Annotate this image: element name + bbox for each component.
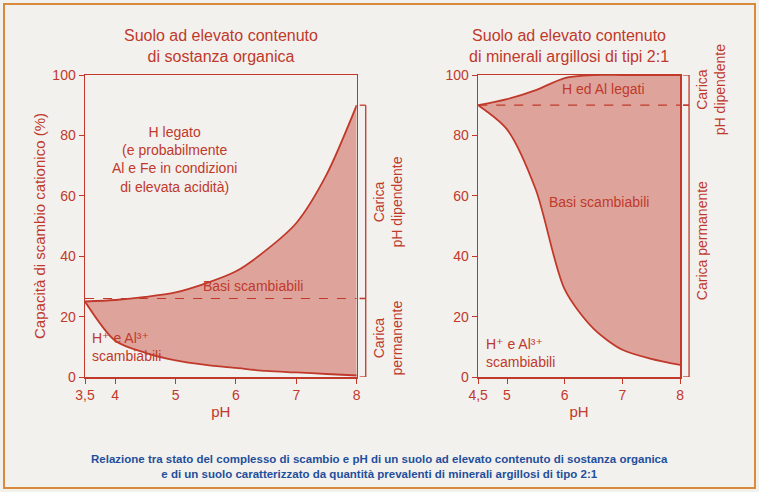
svg-text:Capacità di scambio cationico: Capacità di scambio cationico (%) <box>31 113 48 339</box>
svg-text:7: 7 <box>292 387 300 403</box>
svg-text:7: 7 <box>618 387 626 403</box>
svg-text:Basi scambiabili: Basi scambiabili <box>549 194 649 210</box>
svg-text:Basi scambiabili: Basi scambiabili <box>203 278 303 294</box>
svg-text:6: 6 <box>561 387 569 403</box>
svg-text:Suolo ad elevato contenutodi m: Suolo ad elevato contenutodi minerali ar… <box>469 27 669 65</box>
svg-text:4: 4 <box>111 387 119 403</box>
svg-text:4,5: 4,5 <box>468 387 488 403</box>
svg-text:H legato(e probabilmenteAl e F: H legato(e probabilmenteAl e Fe in condi… <box>112 124 237 195</box>
svg-text:Caricapermanente: Caricapermanente <box>371 301 405 376</box>
svg-text:80: 80 <box>60 127 76 143</box>
svg-text:40: 40 <box>60 248 76 264</box>
svg-text:H⁺ e Al³⁺scambiabili: H⁺ e Al³⁺scambiabili <box>486 336 555 370</box>
svg-text:60: 60 <box>453 188 469 204</box>
svg-text:80: 80 <box>453 127 469 143</box>
svg-text:100: 100 <box>446 67 470 83</box>
svg-text:H⁺ e Al³⁺scambiabili: H⁺ e Al³⁺scambiabili <box>92 330 161 364</box>
svg-text:5: 5 <box>503 387 511 403</box>
svg-text:20: 20 <box>453 309 469 325</box>
svg-text:CaricapH dipendente: CaricapH dipendente <box>371 156 405 247</box>
svg-text:8: 8 <box>353 387 361 403</box>
svg-text:40: 40 <box>453 248 469 264</box>
svg-text:Carica permanente: Carica permanente <box>694 181 710 300</box>
svg-text:CaricapH dipendente: CaricapH dipendente <box>694 44 728 135</box>
svg-text:Relazione tra stato del comple: Relazione tra stato del complesso di sca… <box>91 453 668 480</box>
svg-text:6: 6 <box>232 387 240 403</box>
svg-text:0: 0 <box>68 369 76 385</box>
svg-text:100: 100 <box>52 67 76 83</box>
svg-text:Suolo ad elevato contenutodi s: Suolo ad elevato contenutodi sostanza or… <box>124 27 318 65</box>
svg-text:20: 20 <box>60 309 76 325</box>
svg-text:H ed Al legati: H ed Al legati <box>562 81 645 97</box>
svg-text:5: 5 <box>172 387 180 403</box>
svg-text:pH: pH <box>211 403 230 420</box>
svg-text:0: 0 <box>461 369 469 385</box>
svg-text:pH: pH <box>570 403 589 420</box>
svg-text:8: 8 <box>676 387 684 403</box>
svg-text:3,5: 3,5 <box>75 387 95 403</box>
svg-text:60: 60 <box>60 188 76 204</box>
